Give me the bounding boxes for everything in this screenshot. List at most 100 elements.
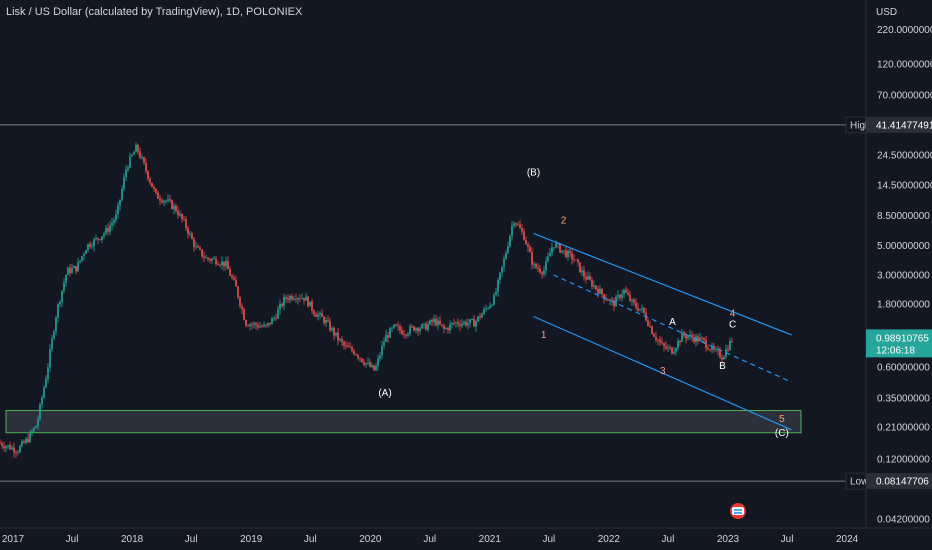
- price-tag-value-box: [866, 116, 932, 133]
- wave-label: (C): [775, 428, 789, 439]
- wave-label: (A): [378, 388, 391, 399]
- candle-body: [221, 261, 223, 266]
- candle-body: [677, 340, 679, 349]
- candle-body: [711, 346, 713, 351]
- candle-body: [471, 319, 473, 320]
- candle-body: [431, 320, 433, 323]
- candle-body: [211, 258, 213, 261]
- time-tick-label: Jul: [542, 534, 555, 545]
- candle-body: [197, 246, 199, 248]
- candle-body: [257, 325, 259, 328]
- candle-body: [101, 236, 103, 240]
- candle-body: [323, 316, 325, 323]
- candle-body: [595, 285, 597, 289]
- candle-body: [675, 348, 677, 352]
- candle-body: [143, 157, 145, 163]
- candle-body: [307, 296, 309, 307]
- candle-body: [655, 336, 657, 340]
- candle-body: [285, 297, 287, 299]
- candle-body: [727, 349, 729, 351]
- candle-body: [177, 211, 179, 216]
- candle-body: [77, 262, 79, 272]
- candle-body: [685, 335, 687, 339]
- candle-body: [199, 247, 201, 250]
- candle-body: [615, 296, 617, 307]
- time-tick-label: 2024: [836, 534, 859, 545]
- candle-body: [147, 171, 149, 179]
- candle-body: [1, 443, 3, 447]
- candle-body: [687, 336, 689, 339]
- candle-body: [473, 319, 475, 327]
- support-zone: [5, 410, 802, 434]
- candle-body: [293, 298, 295, 300]
- candle-body: [479, 316, 481, 318]
- candle-body: [361, 358, 363, 362]
- candle-body: [187, 227, 189, 234]
- candle-body: [185, 219, 187, 228]
- candle-body: [723, 356, 725, 360]
- candle-body: [401, 330, 403, 335]
- candle-body: [587, 276, 589, 280]
- candle-body: [459, 324, 461, 326]
- candle-body: [613, 300, 615, 307]
- candle-body: [439, 320, 441, 325]
- candle-body: [91, 246, 93, 248]
- candle-body: [365, 363, 367, 365]
- candle-body: [239, 297, 241, 306]
- candle-body: [23, 441, 25, 443]
- candle-body: [245, 319, 247, 326]
- candle-body: [345, 345, 347, 347]
- candle-body: [407, 333, 409, 336]
- low-tag: Low 0.08147706: [845, 472, 932, 490]
- candle-body: [113, 220, 115, 223]
- candle-body: [489, 305, 491, 309]
- candle-body: [41, 397, 43, 405]
- candle-body: [379, 355, 381, 359]
- candle-body: [719, 350, 721, 358]
- candle-body: [415, 328, 417, 331]
- candle-body: [283, 297, 285, 307]
- candle-body: [119, 199, 121, 206]
- candle-body: [95, 238, 97, 240]
- candle-body: [51, 338, 53, 350]
- time-tick-label: Jul: [185, 534, 198, 545]
- candle-body: [681, 332, 683, 342]
- candle-body: [35, 426, 37, 428]
- candle-body: [55, 317, 57, 332]
- candle-body: [115, 214, 117, 221]
- candle-body: [617, 295, 619, 297]
- candle-body: [301, 298, 303, 299]
- high-tag: High 41.41477491: [845, 116, 932, 134]
- candle-body: [433, 318, 435, 323]
- candle-body: [157, 192, 159, 199]
- candle-body: [161, 200, 163, 203]
- wave-label: C: [729, 319, 736, 330]
- candle-body: [127, 167, 129, 170]
- candle-body: [63, 282, 65, 291]
- candle-body: [103, 233, 105, 237]
- candle-body: [73, 266, 75, 269]
- candle-body: [639, 309, 641, 311]
- candle-body: [483, 309, 485, 314]
- candle-body: [21, 441, 23, 447]
- candle-body: [453, 322, 455, 324]
- candle-body: [59, 301, 61, 305]
- candle-body: [329, 321, 331, 331]
- candle-body: [593, 285, 595, 287]
- price-tags: High 41.41477491 Low 0.08147706 0.9891076512…: [845, 116, 932, 490]
- time-tick-label: 2018: [121, 534, 144, 545]
- candle-body: [667, 347, 669, 349]
- candle-body: [273, 317, 275, 319]
- candle-body: [583, 270, 585, 277]
- candle-body: [409, 326, 411, 334]
- candle-body: [93, 239, 95, 247]
- candle-body: [373, 365, 375, 371]
- candle-body: [715, 349, 717, 351]
- tradingview-logo-icon[interactable]: [730, 503, 746, 519]
- candle-body: [437, 320, 439, 326]
- candle-body: [543, 270, 545, 275]
- candle-body: [625, 289, 627, 293]
- price-tick-label: 220.00000000: [877, 25, 932, 36]
- candle-body: [97, 238, 99, 240]
